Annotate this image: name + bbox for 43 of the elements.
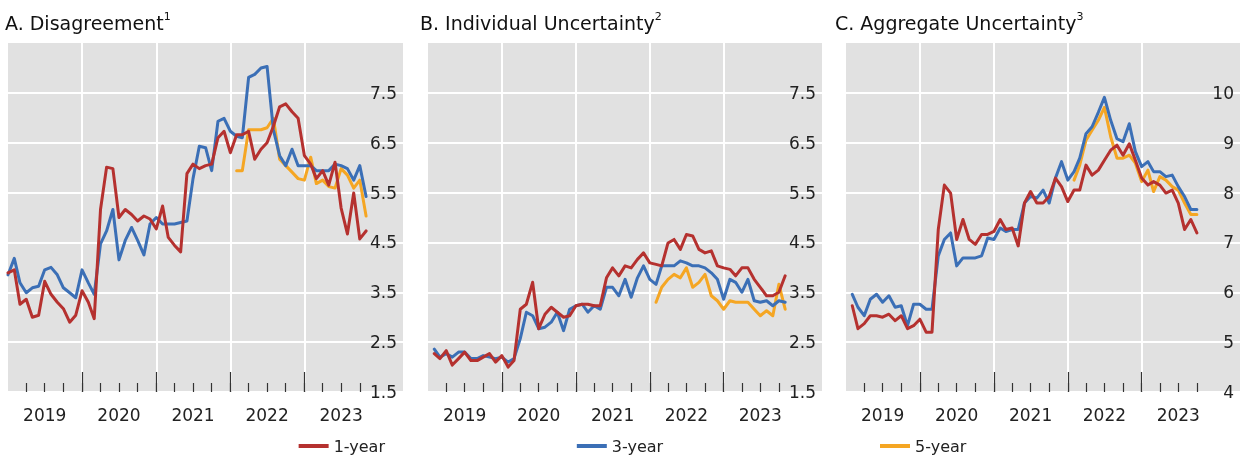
y-tick-label: 5.5 bbox=[788, 182, 816, 203]
x-tick-label: 2020 bbox=[517, 404, 561, 425]
x-tick-label: 2022 bbox=[245, 404, 289, 425]
y-tick-label: 8 bbox=[1223, 182, 1234, 203]
x-tick-label: 2019 bbox=[442, 404, 487, 425]
y-tick-label: 10 bbox=[1212, 82, 1234, 103]
x-tick-label: 2023 bbox=[319, 404, 363, 425]
y-tick-label: 7 bbox=[1223, 232, 1234, 253]
y-tick-label: 1.5 bbox=[788, 382, 816, 402]
legend-label: 3-year bbox=[611, 436, 664, 456]
legend-label: 5-year bbox=[915, 436, 967, 456]
y-tick-label: 2.5 bbox=[788, 332, 816, 353]
line-series bbox=[432, 232, 787, 369]
x-tick-label: 2022 bbox=[664, 404, 709, 425]
line-series bbox=[6, 102, 368, 324]
y-tick-label: 3.5 bbox=[369, 282, 397, 303]
y-tick-label: 6.5 bbox=[788, 132, 816, 153]
y-tick-label: 1.5 bbox=[369, 382, 397, 402]
x-tick-label: 2023 bbox=[738, 404, 782, 425]
x-tick-label: 2021 bbox=[171, 404, 215, 425]
x-tick-label: 2019 bbox=[860, 404, 905, 425]
legend-label: 1-year bbox=[333, 436, 386, 456]
y-tick-label: 3.5 bbox=[788, 282, 816, 303]
y-tick-label: 6.5 bbox=[369, 132, 397, 153]
x-tick-label: 2020 bbox=[935, 404, 979, 425]
y-tick-label: 4 bbox=[1223, 382, 1234, 402]
y-tick-label: 7.5 bbox=[788, 82, 816, 103]
x-tick-label: 2019 bbox=[23, 404, 67, 425]
y-tick-label: 5.5 bbox=[369, 182, 397, 203]
y-tick-label: 4.5 bbox=[788, 232, 816, 253]
y-tick-label: 9 bbox=[1223, 132, 1234, 153]
x-tick-label: 2023 bbox=[1156, 404, 1200, 425]
x-tick-label: 2021 bbox=[590, 404, 635, 425]
line-series bbox=[850, 142, 1199, 334]
x-tick-label: 2022 bbox=[1082, 404, 1127, 425]
line-series bbox=[654, 266, 787, 318]
x-tick-label: 2021 bbox=[1008, 404, 1053, 425]
x-tick-label: 2020 bbox=[97, 404, 141, 425]
y-tick-label: 6 bbox=[1223, 282, 1234, 303]
y-tick-label: 5 bbox=[1223, 332, 1234, 353]
y-tick-label: 2.5 bbox=[369, 332, 397, 353]
y-tick-label: 4.5 bbox=[369, 232, 397, 253]
y-tick-label: 7.5 bbox=[369, 82, 397, 103]
